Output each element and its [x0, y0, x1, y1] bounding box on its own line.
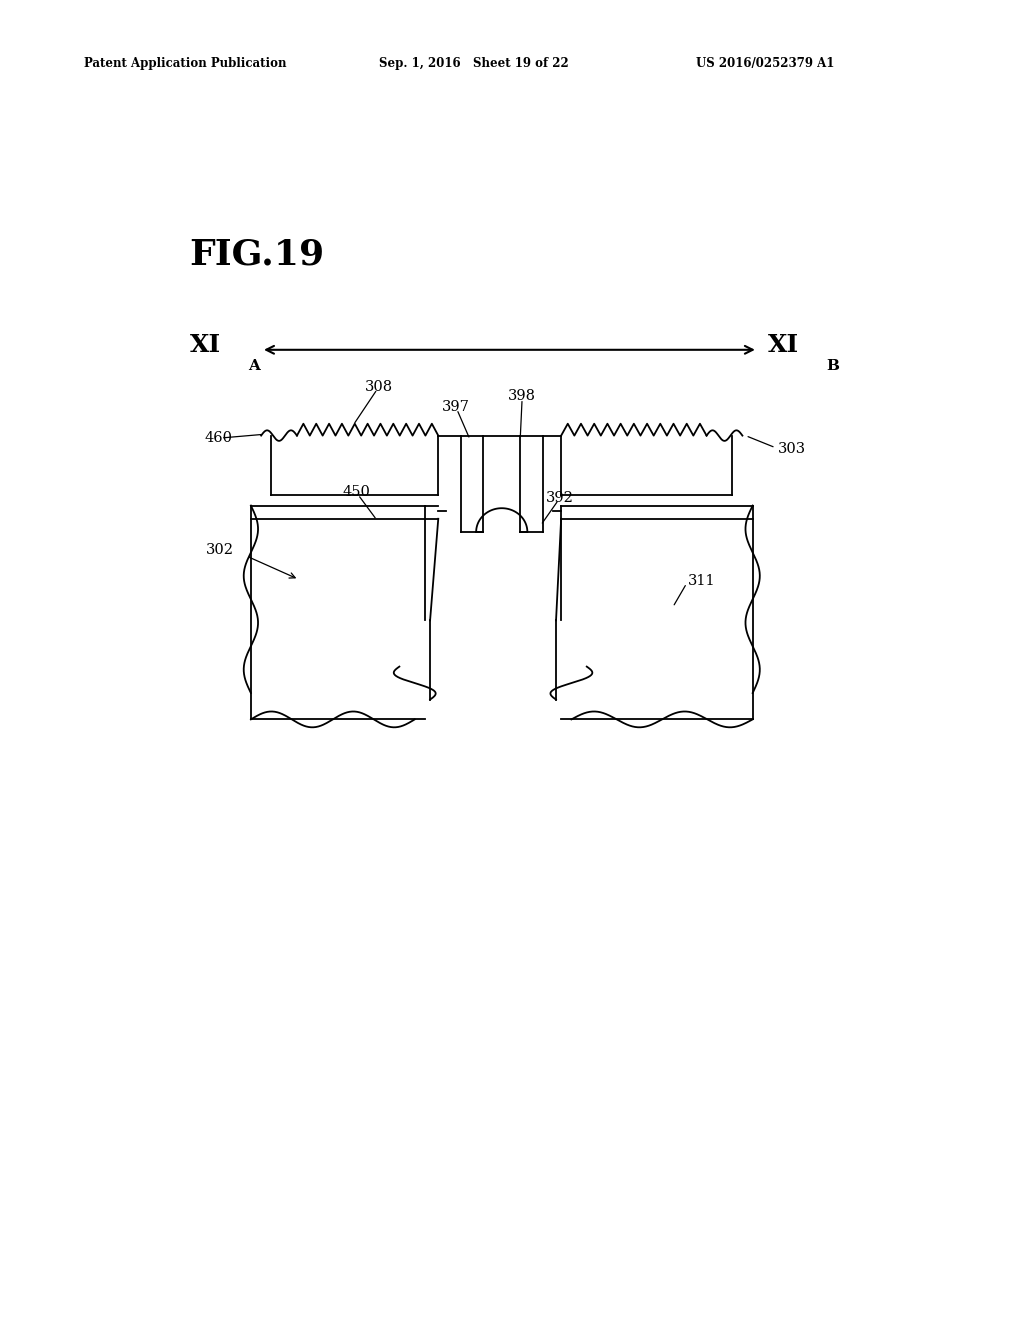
Text: 450: 450 [342, 486, 371, 499]
Text: Patent Application Publication: Patent Application Publication [84, 57, 287, 70]
Text: XI: XI [768, 333, 799, 356]
Text: XI: XI [189, 333, 220, 356]
Text: 460: 460 [204, 432, 232, 445]
Text: 302: 302 [206, 544, 234, 557]
Text: 311: 311 [688, 574, 716, 587]
Text: Sep. 1, 2016   Sheet 19 of 22: Sep. 1, 2016 Sheet 19 of 22 [379, 57, 568, 70]
Text: A: A [248, 359, 260, 372]
Text: 308: 308 [365, 380, 393, 393]
Text: B: B [826, 359, 840, 372]
Text: 397: 397 [441, 400, 470, 413]
Text: 303: 303 [778, 442, 806, 455]
Text: US 2016/0252379 A1: US 2016/0252379 A1 [696, 57, 835, 70]
Text: 398: 398 [508, 389, 537, 403]
Text: FIG.19: FIG.19 [189, 238, 325, 272]
Text: 392: 392 [546, 491, 574, 504]
